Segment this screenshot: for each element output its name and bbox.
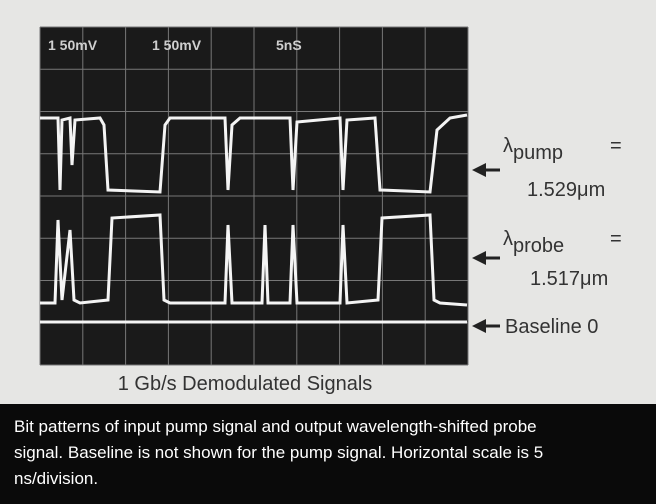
caption: Bit patterns of input pump signal and ou… <box>0 404 656 504</box>
subscript: pump <box>513 142 563 164</box>
pump-label: λpump <box>503 135 563 164</box>
scope-readout: 5nS <box>276 37 302 53</box>
equals: = <box>610 228 622 250</box>
baseline-label: Baseline 0 <box>505 316 598 338</box>
probe-wavelength: 1.517μm <box>530 268 608 290</box>
pump-trace <box>40 113 468 194</box>
figure-title: 1 Gb/s Demodulated Signals <box>118 373 373 395</box>
subscript: probe <box>513 235 564 257</box>
scope-readout: 1 50mV <box>152 37 202 53</box>
arrows <box>472 163 500 333</box>
equals: = <box>610 135 622 157</box>
lambda: λ <box>503 135 513 157</box>
scope-readout: 1 50mV <box>48 37 98 53</box>
pump-wavelength: 1.529μm <box>527 179 605 201</box>
figure-graphic: 1 50mV 1 50mV 5nS λpump = 1.529μm λprobe… <box>39 26 622 395</box>
probe-label: λprobe <box>503 228 564 257</box>
probe-trace <box>40 213 468 307</box>
lambda: λ <box>503 228 513 250</box>
